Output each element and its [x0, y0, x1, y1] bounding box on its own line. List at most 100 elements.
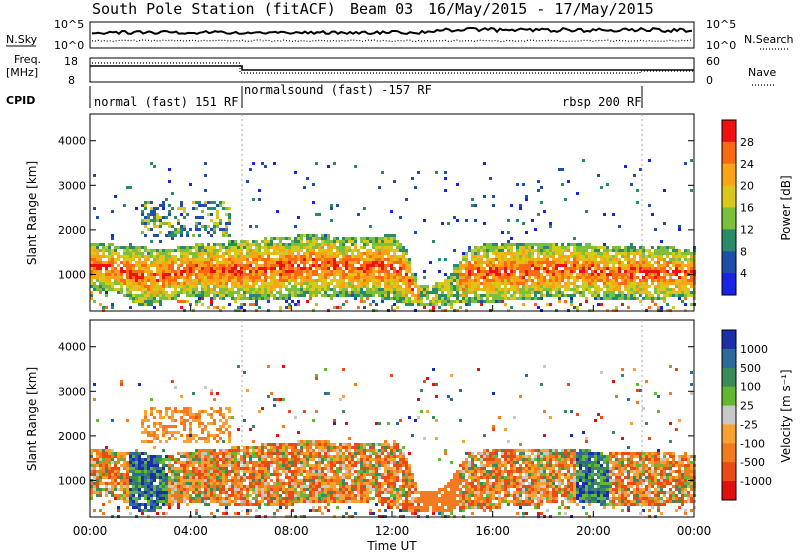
velocity-cell	[204, 386, 207, 389]
power-cell	[252, 273, 255, 276]
velocity-cell	[180, 476, 183, 479]
power-cell	[381, 264, 384, 267]
velocity-cell	[249, 470, 252, 473]
power-cell	[372, 261, 375, 264]
power-cell	[339, 273, 342, 276]
power-cell	[264, 252, 267, 255]
power-cell	[372, 264, 375, 267]
power-cell	[291, 249, 294, 252]
power-cell	[156, 261, 159, 264]
velocity-cell	[132, 497, 135, 500]
velocity-cell	[189, 482, 192, 485]
power-cell	[237, 249, 240, 252]
velocity-cell	[231, 488, 234, 491]
power-cell	[405, 270, 408, 273]
power-cell	[618, 246, 621, 249]
power-cell	[174, 261, 177, 264]
velocity-cell	[243, 464, 246, 467]
power-cell	[243, 243, 246, 246]
power-cell	[615, 285, 618, 288]
power-cell	[138, 273, 141, 276]
power-cell	[450, 294, 453, 297]
power-cell	[444, 177, 447, 180]
velocity-cell	[198, 422, 201, 425]
power-cell	[510, 267, 513, 270]
velocity-cell	[207, 485, 210, 488]
power-cell	[672, 279, 675, 282]
velocity-cell	[210, 482, 213, 485]
power-cell	[549, 222, 552, 225]
power-cell	[372, 288, 375, 291]
velocity-cell	[126, 494, 129, 497]
velocity-cell	[99, 494, 102, 497]
power-cell	[198, 282, 201, 285]
power-cell	[306, 279, 309, 282]
power-cell	[105, 270, 108, 273]
power-cell	[177, 228, 180, 231]
power-cell	[258, 306, 261, 309]
velocity-cell	[141, 458, 144, 461]
power-cell	[354, 273, 357, 276]
velocity-cell	[189, 500, 192, 503]
power-cell	[396, 258, 399, 261]
power-cell	[519, 279, 522, 282]
velocity-cell	[111, 485, 114, 488]
velocity-cell	[183, 461, 186, 464]
power-cell	[657, 246, 660, 249]
power-cell	[606, 249, 609, 252]
power-cell	[438, 294, 441, 297]
power-cell	[234, 291, 237, 294]
power-cell	[225, 258, 228, 261]
power-cell	[441, 222, 444, 225]
power-cell	[669, 288, 672, 291]
velocity-cell	[108, 482, 111, 485]
power-cell	[102, 255, 105, 258]
velocity-cell	[102, 455, 105, 458]
velocity-cell	[93, 458, 96, 461]
power-cell	[501, 279, 504, 282]
velocity-cell	[237, 476, 240, 479]
power-cell	[132, 288, 135, 291]
power-cell	[141, 264, 144, 267]
power-cell	[171, 258, 174, 261]
power-cell	[102, 288, 105, 291]
power-cell	[144, 279, 147, 282]
power-cell	[426, 291, 429, 294]
velocity-cell	[234, 488, 237, 491]
velocity-cell	[243, 494, 246, 497]
power-cell	[627, 255, 630, 258]
power-cell	[657, 285, 660, 288]
power-cell	[597, 252, 600, 255]
velocity-cell	[192, 482, 195, 485]
velocity-cell	[237, 479, 240, 482]
power-cell	[219, 267, 222, 270]
velocity-cell	[141, 473, 144, 476]
power-cell	[246, 258, 249, 261]
power-cell	[390, 285, 393, 288]
power-cell	[363, 270, 366, 273]
power-cell	[501, 246, 504, 249]
power-cell	[585, 258, 588, 261]
velocity-cell	[201, 491, 204, 494]
power-cell	[345, 246, 348, 249]
power-cell	[189, 267, 192, 270]
power-cell	[288, 261, 291, 264]
power-cell	[468, 267, 471, 270]
power-cell	[684, 249, 687, 252]
velocity-cell	[93, 467, 96, 470]
power-cell	[675, 261, 678, 264]
power-cell	[117, 279, 120, 282]
power-cell	[192, 261, 195, 264]
power-cell	[288, 246, 291, 249]
power-cell	[345, 294, 348, 297]
velocity-cell	[144, 494, 147, 497]
power-cell	[576, 288, 579, 291]
power-cell	[483, 195, 486, 198]
velocity-cell	[255, 446, 258, 449]
power-cell	[366, 237, 369, 240]
power-cell	[540, 294, 543, 297]
power-cell	[567, 294, 570, 297]
power-cell	[327, 258, 330, 261]
velocity-cell	[237, 428, 240, 431]
